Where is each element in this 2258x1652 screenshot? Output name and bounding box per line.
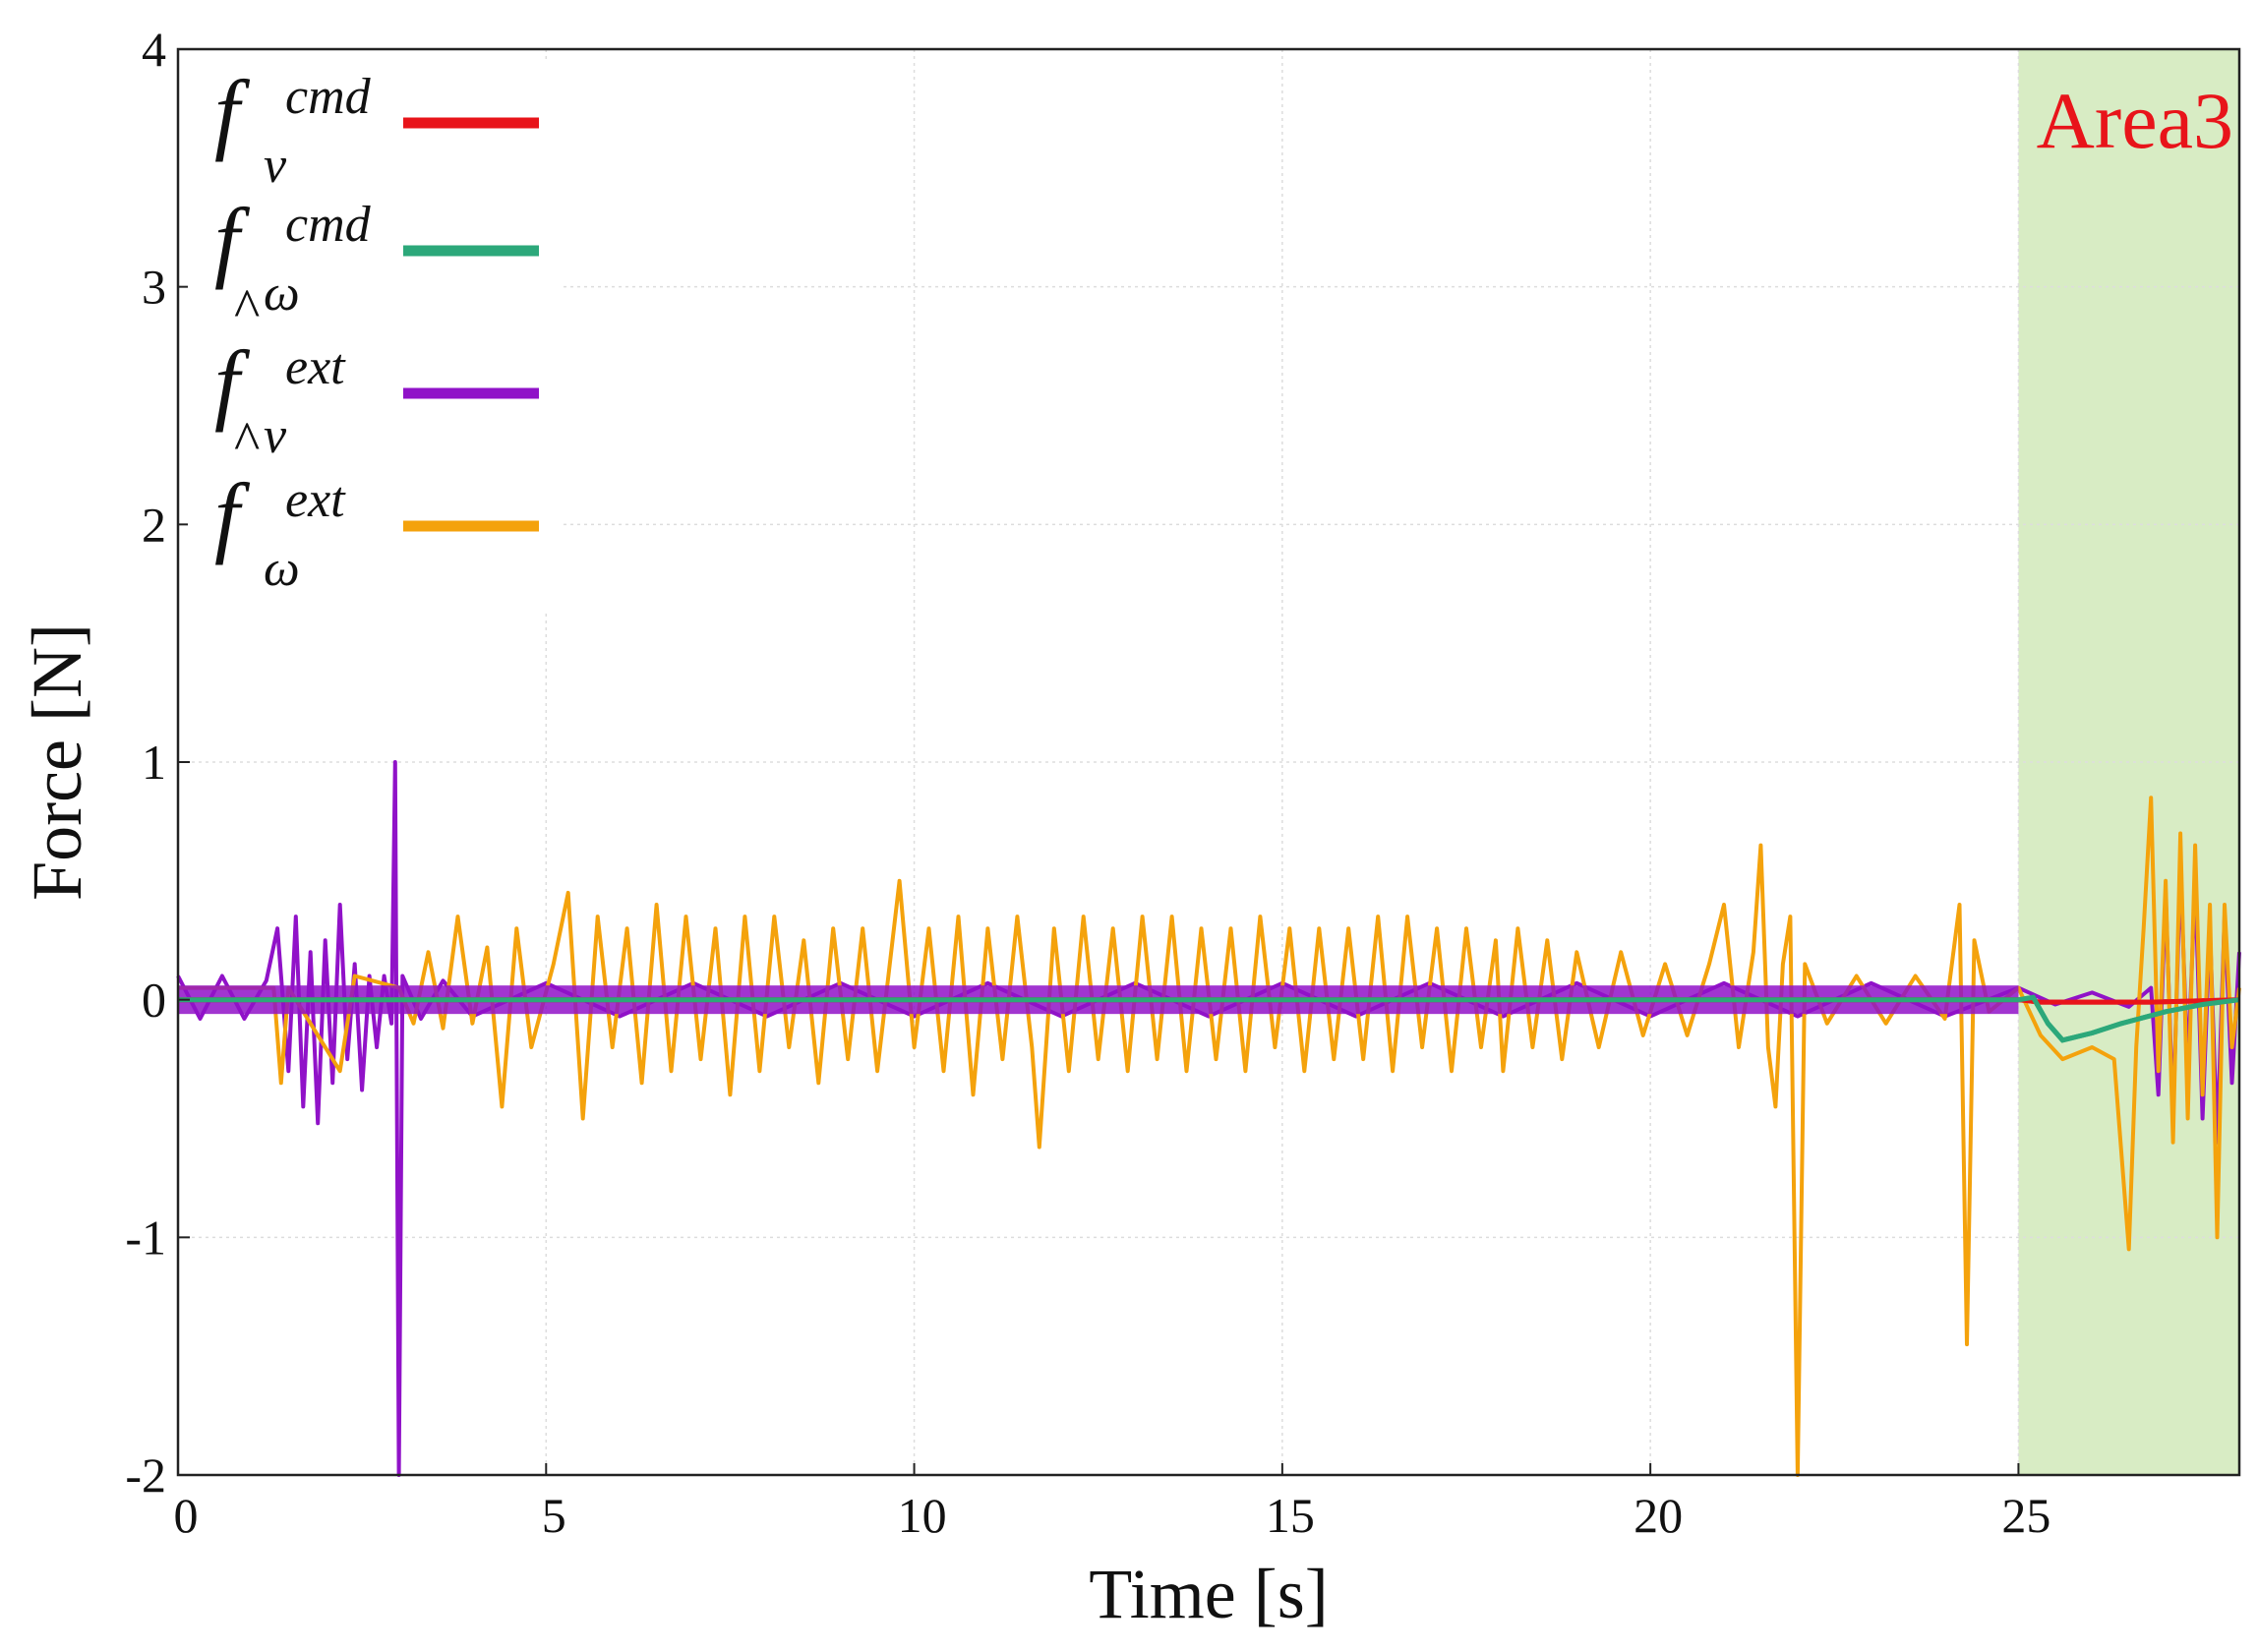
x-tick-label: 10 xyxy=(898,1488,947,1543)
legend-superscript: cmd xyxy=(285,69,372,125)
series-line-3 xyxy=(178,796,2241,1477)
region-label: Area3 xyxy=(2037,76,2233,165)
legend-superscript: ext xyxy=(285,339,346,395)
y-tick-label: 4 xyxy=(142,22,166,77)
y-tick-label: 0 xyxy=(142,973,166,1028)
series-line-2 xyxy=(176,760,2241,1477)
y-axis-label: Force [N] xyxy=(18,623,96,901)
y-tick-label: 1 xyxy=(142,735,166,790)
x-tick-label: 25 xyxy=(2001,1488,2050,1543)
legend-hat: ^ xyxy=(234,411,260,472)
x-tick-label: 5 xyxy=(542,1488,566,1543)
legend-box xyxy=(188,59,562,610)
legend-superscript: ext xyxy=(285,472,346,528)
y-tick-label: -1 xyxy=(125,1210,166,1265)
y-tick-label: 2 xyxy=(142,497,166,552)
x-tick-label: 15 xyxy=(1266,1488,1315,1543)
x-tick-label: 0 xyxy=(174,1488,199,1543)
ticks: 0 5 10 15 20 25 -2 -1 0 1 2 3 4 xyxy=(125,22,2050,1543)
y-tick-label: -2 xyxy=(125,1447,166,1503)
legend-subscript: ω xyxy=(264,541,300,597)
legend-hat: ^ xyxy=(234,278,260,339)
series-group xyxy=(176,760,2241,1477)
x-tick-label: 20 xyxy=(1634,1488,1683,1543)
y-tick-label: 3 xyxy=(142,260,166,315)
legend-subscript: v xyxy=(264,138,287,194)
legend-subscript: ω xyxy=(264,266,300,322)
series-line-top-1 xyxy=(178,994,2240,1043)
legend-superscript: cmd xyxy=(285,197,372,253)
legend-subscript: v xyxy=(264,408,287,464)
x-axis-label: Time [s] xyxy=(1089,1555,1328,1633)
